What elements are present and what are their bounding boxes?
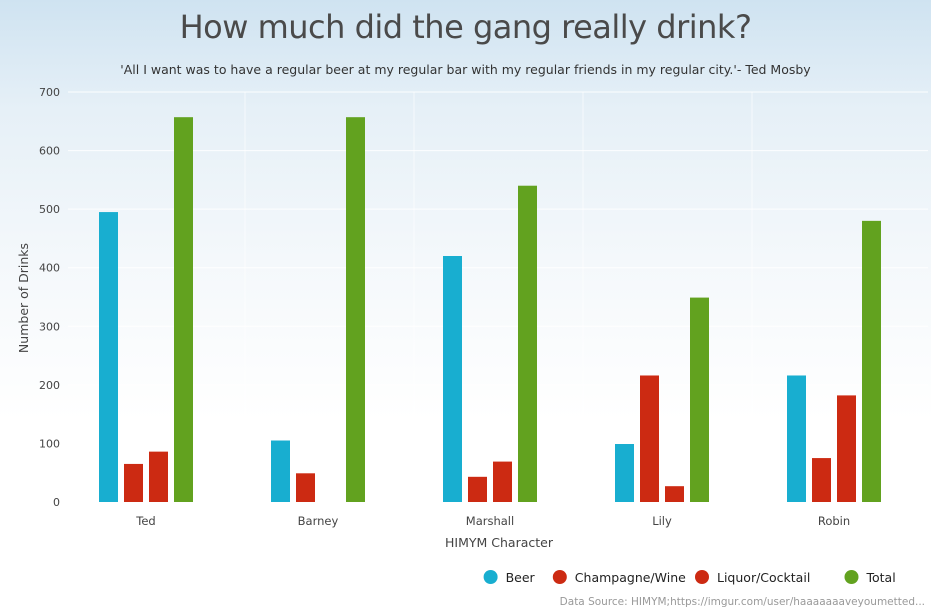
bar-liquor-cocktail-marshall <box>493 461 512 502</box>
y-tick-label: 200 <box>39 379 60 392</box>
chart-subtitle: 'All I want was to have a regular beer a… <box>120 62 811 77</box>
bar-total-robin <box>862 220 881 502</box>
bar-total-ted <box>174 117 193 502</box>
legend-label: Total <box>866 570 896 585</box>
legend-swatch <box>552 570 567 584</box>
x-tick-label: Marshall <box>466 514 514 528</box>
y-tick-label: 700 <box>39 86 60 99</box>
x-tick-label: Robin <box>818 514 850 528</box>
bar-beer-ted <box>99 212 118 503</box>
y-tick-label: 100 <box>39 437 60 450</box>
bar-champagne-wine-marshall <box>468 476 487 502</box>
legend-label: Beer <box>506 570 536 585</box>
legend-item-champagne-wine[interactable]: Champagne/Wine <box>552 570 686 585</box>
bar-champagne-wine-ted <box>124 463 143 502</box>
legend-label: Liquor/Cocktail <box>717 570 810 585</box>
bar-champagne-wine-lily <box>640 375 659 502</box>
legend: Beer Champagne/Wine Liquor/Cocktail Total <box>483 570 896 585</box>
y-tick-label: 600 <box>39 145 60 158</box>
bar-liquor-cocktail-robin <box>837 395 856 502</box>
bar-beer-lily <box>615 444 634 502</box>
x-tick-label: Barney <box>298 514 339 528</box>
y-axis-title: Number of Drinks <box>16 243 31 353</box>
bar-total-lily <box>690 297 709 502</box>
bar-total-barney <box>346 117 365 502</box>
x-tick-label: Lily <box>652 514 672 528</box>
y-tick-label: 400 <box>39 262 60 275</box>
bar-beer-robin <box>787 375 806 502</box>
y-tick-label: 300 <box>39 320 60 333</box>
legend-swatch <box>844 570 859 584</box>
legend-swatch <box>695 570 709 584</box>
x-axis-title: HIMYM Character <box>445 535 554 550</box>
bar-champagne-wine-barney <box>296 473 315 502</box>
bar-liquor-cocktail-lily <box>665 486 684 502</box>
legend-item-liquor-cocktail[interactable]: Liquor/Cocktail <box>695 570 810 585</box>
legend-label: Champagne/Wine <box>575 570 686 585</box>
legend-swatch <box>483 570 498 584</box>
chart-title: How much did the gang really drink? <box>179 8 752 46</box>
gridlines <box>68 91 928 502</box>
bar-champagne-wine-robin <box>812 458 831 502</box>
bar-total-marshall <box>518 185 537 502</box>
legend-item-beer[interactable]: Beer <box>483 570 536 585</box>
data-source-note: Data Source: HIMYM;https://imgur.com/use… <box>559 596 925 608</box>
axes: 0 100 200 300 400 500 600 700 Ted Barney Marshall L… <box>39 86 850 528</box>
y-tick-label: 0 <box>53 496 60 509</box>
bars <box>99 117 881 503</box>
bar-beer-barney <box>271 440 290 502</box>
legend-item-total[interactable]: Total <box>844 570 896 585</box>
bar-beer-marshall <box>443 256 462 502</box>
y-tick-label: 500 <box>39 203 60 216</box>
bar-liquor-cocktail-ted <box>149 451 168 502</box>
x-tick-label: Ted <box>135 514 155 528</box>
